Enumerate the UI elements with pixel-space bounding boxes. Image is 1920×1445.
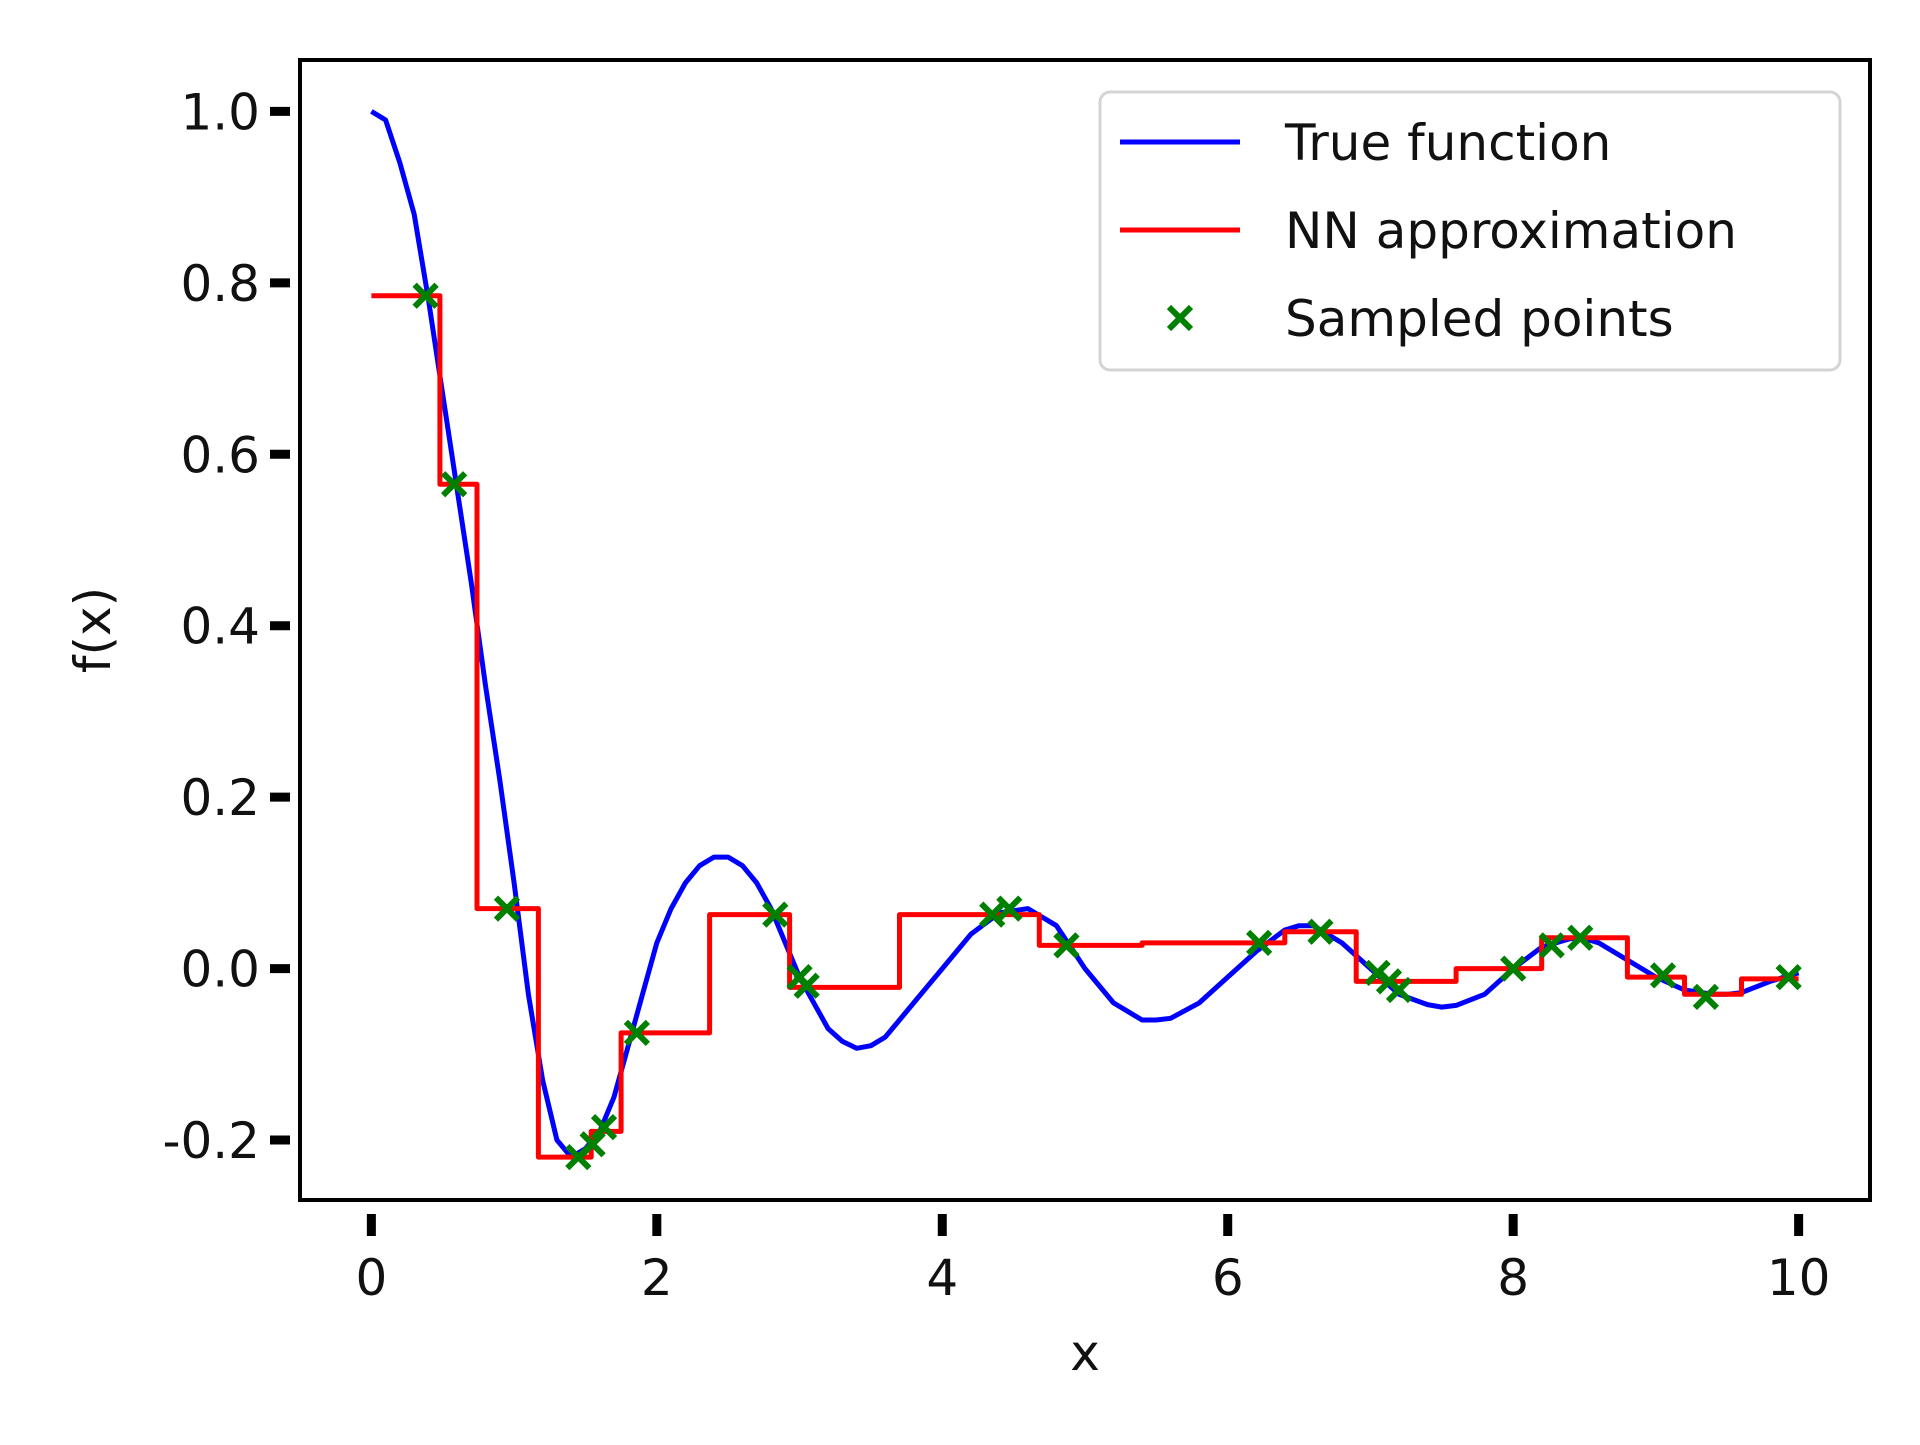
sampled-point-marker bbox=[1649, 962, 1677, 989]
y-tick-label: 0.0 bbox=[180, 941, 260, 999]
series-layer bbox=[370, 109, 1802, 1171]
y-tick-label: 0.6 bbox=[180, 426, 260, 484]
sampled-point-marker bbox=[1307, 918, 1334, 945]
axes-layer: 0 2 4 6 8 10 -0.2 0.0 0.2 0.4 0.6 0.8 1.0 bbox=[162, 83, 1830, 1307]
sampled-point-marker bbox=[493, 895, 521, 922]
sampled-point-marker bbox=[1385, 976, 1413, 1004]
y-tick-label: 1.0 bbox=[180, 83, 260, 141]
sampled-point-marker bbox=[1053, 932, 1080, 959]
y-tick-label: 0.4 bbox=[180, 598, 260, 656]
sampled-point-marker bbox=[1246, 929, 1273, 956]
sampled-point-marker bbox=[1500, 955, 1527, 982]
legend-label: True function bbox=[1284, 114, 1611, 172]
sampled-point-marker bbox=[1692, 983, 1719, 1010]
sampled-point-marker bbox=[579, 1131, 606, 1158]
sampled-point-marker bbox=[979, 901, 1006, 928]
sampled-point-marker bbox=[996, 895, 1023, 922]
x-tick-label: 10 bbox=[1767, 1249, 1831, 1307]
sampled-point-marker bbox=[793, 972, 820, 999]
x-tick-label: 6 bbox=[1212, 1249, 1244, 1307]
sampled-point-marker bbox=[1538, 932, 1565, 959]
x-tick-label: 4 bbox=[926, 1249, 958, 1307]
sampled-point-marker bbox=[412, 282, 439, 309]
sampled-point-marker bbox=[1567, 924, 1594, 951]
sampled-point-marker bbox=[623, 1019, 650, 1046]
y-axis-label: f(x) bbox=[64, 587, 122, 673]
plot-area bbox=[298, 58, 1872, 1202]
plot-frame bbox=[298, 58, 1872, 1202]
sampled-point-marker bbox=[762, 901, 789, 928]
x-tick-label: 2 bbox=[641, 1249, 673, 1307]
legend-marker-sampled-points bbox=[1166, 304, 1194, 332]
legend: True function NN approximation Sampled poi… bbox=[1098, 90, 1842, 372]
legend-label: Sampled points bbox=[1285, 290, 1674, 348]
y-tick-label: -0.2 bbox=[162, 1112, 260, 1170]
y-tick-label: 0.8 bbox=[180, 255, 260, 313]
sampled-point-marker bbox=[441, 471, 468, 498]
sampled-point-marker bbox=[590, 1114, 618, 1141]
x-axis-label: x bbox=[1070, 1324, 1100, 1382]
y-tick-label: 0.2 bbox=[180, 769, 260, 827]
sampled-point-marker bbox=[1775, 964, 1802, 991]
nn-approximation-line bbox=[371, 293, 1799, 1160]
legend-label: NN approximation bbox=[1285, 202, 1737, 260]
x-tick-label: 8 bbox=[1497, 1249, 1529, 1307]
x-tick-label: 0 bbox=[355, 1249, 387, 1307]
legend-box bbox=[1098, 90, 1842, 372]
true-function-line bbox=[370, 109, 1800, 1160]
